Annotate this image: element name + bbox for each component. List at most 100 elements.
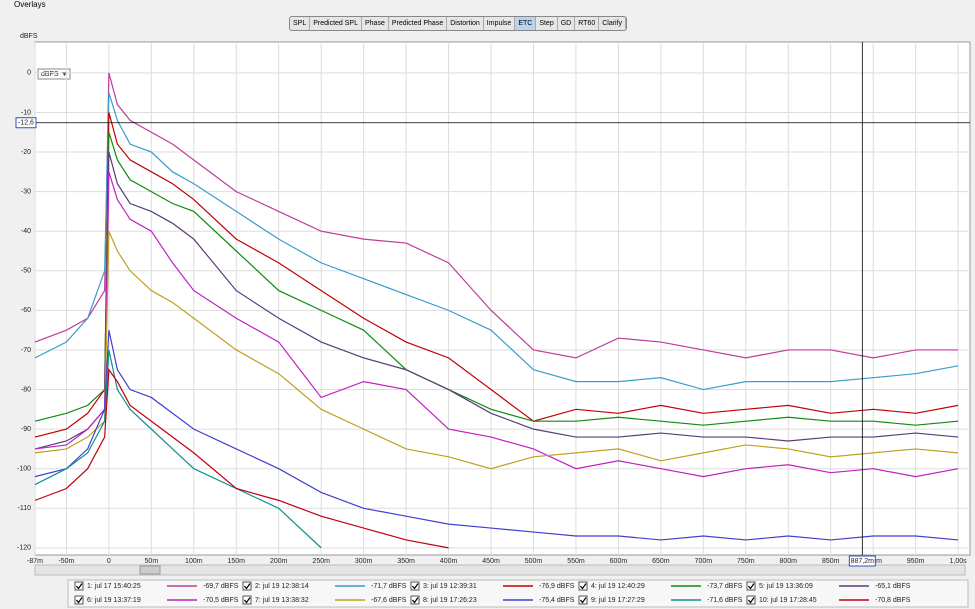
tab[interactable]: Predicted Phase bbox=[389, 17, 448, 30]
legend-name: 10: jul 19 17:28:45 bbox=[759, 597, 817, 604]
legend-value: -67,6 dBFS bbox=[371, 597, 407, 604]
legend-value: -65,1 dBFS bbox=[875, 583, 911, 590]
x-tick-label: 1,00s bbox=[950, 558, 968, 565]
y-tick-label: -10 bbox=[21, 109, 31, 116]
x-tick-label: 150m bbox=[228, 558, 246, 565]
tab-bar: SPL Predicted SPL Phase Predicted Phase Dist… bbox=[289, 16, 628, 31]
legend-value: -71,7 dBFS bbox=[371, 583, 407, 590]
legend-value: -76,9 dBFS bbox=[539, 583, 575, 590]
cursor-y-label: -12,6 bbox=[18, 120, 34, 127]
tab[interactable]: Phase bbox=[362, 17, 389, 30]
legend-checkbox[interactable] bbox=[410, 581, 420, 591]
y-tick-label: -120 bbox=[17, 545, 31, 552]
legend-name: 5: jul 19 13:36:09 bbox=[759, 583, 813, 590]
y-tick-label: -30 bbox=[21, 188, 31, 195]
check-mark bbox=[748, 597, 755, 604]
check-mark bbox=[412, 597, 419, 604]
legend-name: 4: jul 19 12:40:29 bbox=[591, 583, 645, 590]
x-tick-label: 400m bbox=[440, 558, 458, 565]
y-tick-label: -80 bbox=[21, 386, 31, 393]
legend-name: 7: jul 19 13:38:32 bbox=[255, 597, 309, 604]
legend-checkbox[interactable] bbox=[242, 581, 252, 591]
y-tick-label: -70 bbox=[21, 347, 31, 354]
x-tick-label: 100m bbox=[185, 558, 203, 565]
y-axis-label: dBFS bbox=[20, 33, 38, 40]
check-mark bbox=[580, 597, 587, 604]
legend-checkbox[interactable] bbox=[74, 595, 84, 605]
legend-checkbox[interactable] bbox=[746, 595, 756, 605]
legend-value: -71,6 dBFS bbox=[707, 597, 743, 604]
tab[interactable]: Predicted SPL bbox=[310, 17, 362, 30]
legend-value: -69,7 dBFS bbox=[203, 583, 239, 590]
x-tick-label: 700m bbox=[695, 558, 713, 565]
x-tick-label: 350m bbox=[397, 558, 415, 565]
legend-checkbox[interactable] bbox=[242, 595, 252, 605]
check-mark bbox=[76, 597, 83, 604]
series-line bbox=[34, 151, 959, 450]
unit-dropdown-text: dBFS bbox=[41, 71, 59, 78]
legend-name: 2: jul 19 12:38:14 bbox=[255, 583, 309, 590]
y-tick-label: -40 bbox=[21, 228, 31, 235]
series-line bbox=[34, 92, 959, 391]
cursor-x-label: 887,2m bbox=[851, 558, 875, 565]
tab[interactable]: ETC bbox=[515, 17, 537, 30]
tab[interactable]: GD bbox=[558, 17, 576, 30]
tab[interactable]: Distortion bbox=[447, 17, 484, 30]
series-line bbox=[34, 330, 959, 541]
y-tick-label: -90 bbox=[21, 426, 31, 433]
x-tick-label: -87m bbox=[27, 558, 43, 565]
x-tick-label: 950m bbox=[907, 558, 925, 565]
x-tick-label: 0 bbox=[107, 558, 111, 565]
check-mark bbox=[412, 583, 419, 590]
legend-checkbox[interactable] bbox=[578, 581, 588, 591]
legend-value: -70,8 dBFS bbox=[875, 597, 911, 604]
check-mark bbox=[76, 583, 83, 590]
x-tick-label: -50m bbox=[58, 558, 74, 565]
x-tick-label: 250m bbox=[312, 558, 330, 565]
tab[interactable]: Clarify bbox=[599, 17, 627, 30]
series-line bbox=[34, 368, 449, 549]
x-tick-label: 300m bbox=[355, 558, 373, 565]
x-tick-label: 50m bbox=[145, 558, 159, 565]
legend-name: 3: jul 19 12:39:31 bbox=[423, 583, 477, 590]
check-mark bbox=[244, 597, 251, 604]
legend-name: 9: jul 19 17:27:29 bbox=[591, 597, 645, 604]
legend-value: -75,4 dBFS bbox=[539, 597, 575, 604]
scrollbar[interactable] bbox=[34, 564, 966, 576]
unit-dropdown[interactable] bbox=[37, 68, 71, 80]
check-mark bbox=[580, 583, 587, 590]
y-tick-label: -100 bbox=[17, 466, 31, 473]
x-tick-label: 500m bbox=[525, 558, 543, 565]
series-line bbox=[34, 112, 959, 438]
tab[interactable]: SPL bbox=[290, 17, 311, 30]
legend-checkbox[interactable] bbox=[410, 595, 420, 605]
scroll-thumb[interactable] bbox=[139, 565, 161, 575]
x-tick-label: 850m bbox=[822, 558, 840, 565]
y-tick-label: 0 bbox=[27, 70, 31, 77]
x-tick-label: 450m bbox=[482, 558, 500, 565]
legend-checkbox[interactable] bbox=[578, 595, 588, 605]
x-tick-label: 200m bbox=[270, 558, 288, 565]
check-mark bbox=[748, 583, 755, 590]
tab[interactable]: RT60 bbox=[575, 17, 600, 30]
legend-name: 6: jul 19 13:37:19 bbox=[87, 597, 141, 604]
plot-area bbox=[34, 41, 971, 556]
x-tick-label: 750m bbox=[737, 558, 755, 565]
y-tick-label: -50 bbox=[21, 268, 31, 275]
legend-checkbox[interactable] bbox=[746, 581, 756, 591]
series-line bbox=[34, 230, 959, 470]
window-title: Overlays bbox=[14, 0, 46, 9]
tab[interactable]: Impulse bbox=[484, 17, 516, 30]
series-line bbox=[34, 132, 959, 426]
y-tick-label: -60 bbox=[21, 307, 31, 314]
check-mark bbox=[244, 583, 251, 590]
y-tick-label: -110 bbox=[18, 505, 32, 512]
legend-name: 1: jul 17 15:40:25 bbox=[87, 583, 141, 590]
legend-name: 8: jul 19 17:26:23 bbox=[423, 597, 477, 604]
legend-box bbox=[67, 579, 969, 608]
tab[interactable]: Step bbox=[536, 17, 558, 30]
legend-value: -70,5 dBFS bbox=[203, 597, 239, 604]
series-line bbox=[34, 171, 959, 478]
legend-checkbox[interactable] bbox=[74, 581, 84, 591]
